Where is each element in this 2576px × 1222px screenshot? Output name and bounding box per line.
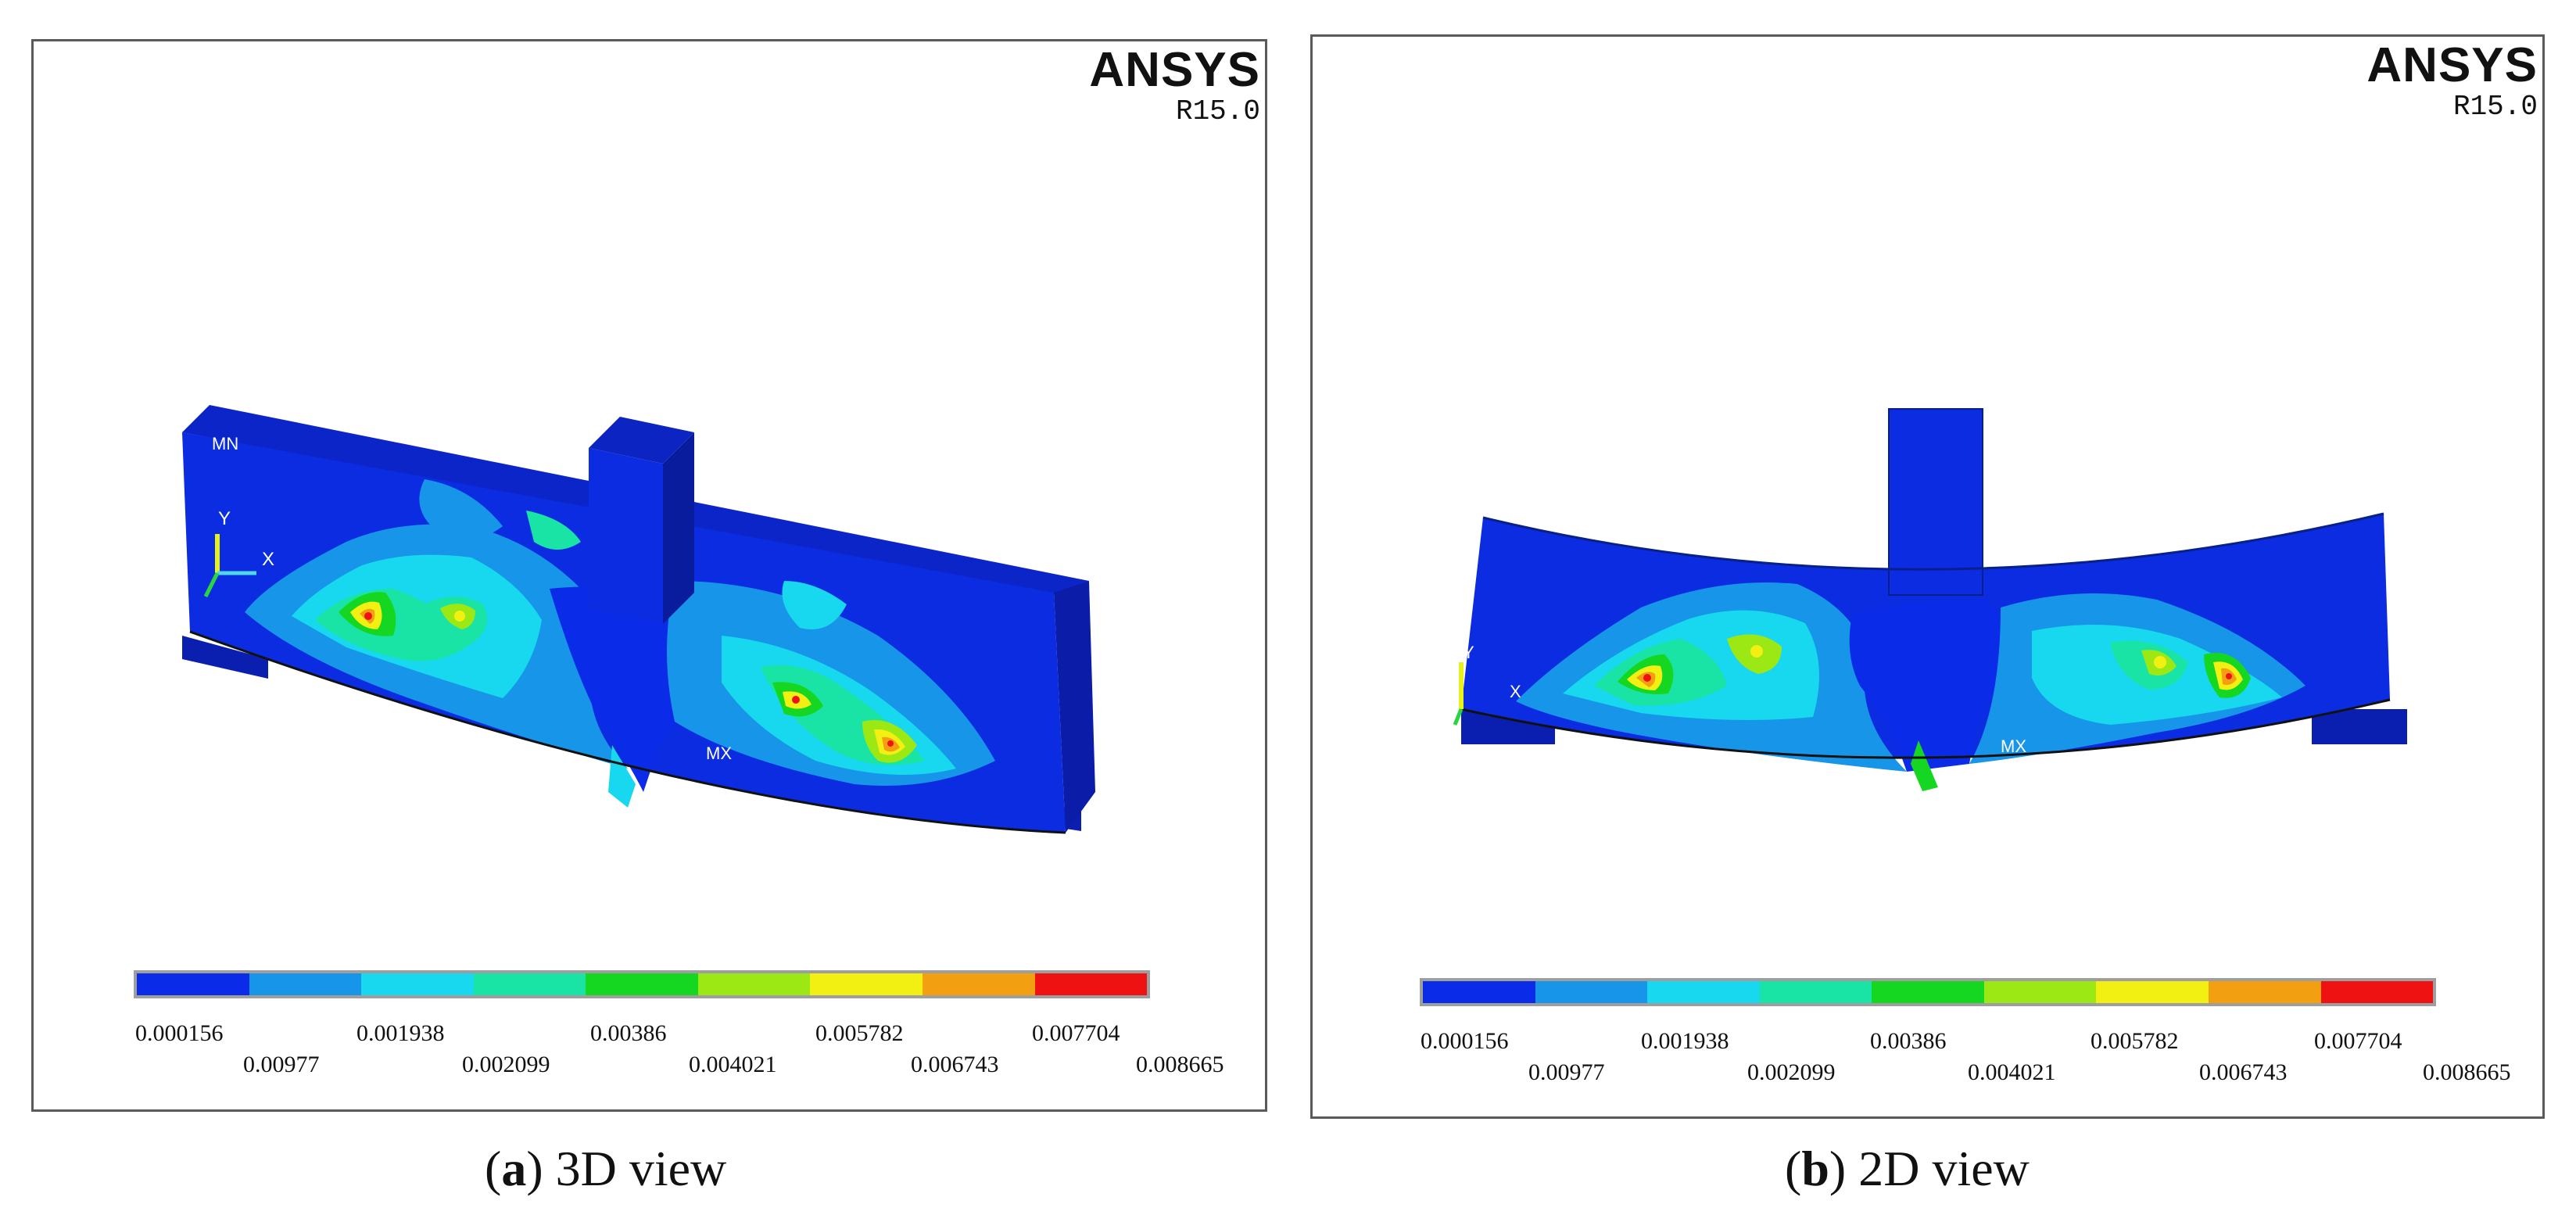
contour-band <box>782 581 847 629</box>
caption-letter: a <box>501 1141 527 1196</box>
brand-name: ANSYS <box>2366 38 2538 92</box>
caption-text: 3D view <box>555 1141 727 1196</box>
legend-label: 0.008665 <box>1136 1052 1224 1077</box>
legend-label: 0.007704 <box>2314 1028 2402 1054</box>
panel-2d-view: ANSYS R15.0 <box>1310 34 2545 1119</box>
beam-bottom-edge <box>189 630 1066 834</box>
brand-version: R15.0 <box>1175 95 1260 127</box>
triad-y-label: Y <box>218 508 231 529</box>
legend-swatch <box>2096 981 2209 1003</box>
contour-peak <box>2226 673 2232 679</box>
legend-label: 0.006743 <box>911 1052 999 1077</box>
ansys-logo: ANSYS R15.0 <box>1089 46 1260 126</box>
legend-label: 0.002099 <box>1747 1059 1836 1085</box>
load-block-front <box>589 448 663 624</box>
caption-b: (b) 2D view <box>1785 1141 2030 1196</box>
legend-label: 0.006743 <box>2199 1059 2288 1085</box>
ansys-logo: ANSYS R15.0 <box>2366 41 2538 121</box>
right-support <box>2312 709 2407 744</box>
beam-end-face <box>1054 581 1095 833</box>
contour-legend-bar <box>134 970 1150 998</box>
legend-label: 0.007704 <box>1032 1020 1120 1046</box>
triad-y-label: Y <box>1463 643 1474 662</box>
load-block-top <box>589 417 694 464</box>
legend-swatch <box>1647 981 1760 1003</box>
legend-swatch <box>1872 981 1984 1003</box>
legend-label: 0.00977 <box>1528 1059 1605 1085</box>
brand-name: ANSYS <box>1089 43 1260 97</box>
legend-swatch <box>697 973 811 995</box>
legend-label: 0.000156 <box>135 1020 224 1046</box>
legend-label: 0.000156 <box>1421 1028 1509 1054</box>
load-block-side <box>663 432 694 624</box>
contour-band <box>550 586 703 792</box>
legend-swatch <box>1535 981 1648 1003</box>
legend-swatch <box>1423 981 1535 1003</box>
beam-contour-3d: Y X MN MX <box>182 405 1095 834</box>
legend-swatch <box>1983 981 2097 1003</box>
contour-band <box>526 511 581 550</box>
legend-swatch <box>810 973 923 995</box>
triad-x-label: X <box>1510 682 1521 701</box>
min-node-label: MN <box>1486 493 1513 512</box>
triad-x-label: X <box>262 549 274 570</box>
left-support <box>182 636 268 679</box>
legend-swatch <box>361 973 474 995</box>
triad-z-axis <box>1453 708 1464 726</box>
contour-band <box>1911 740 1938 791</box>
caption-text: 2D view <box>1858 1141 2030 1196</box>
legend-label: 0.004021 <box>1968 1059 2056 1085</box>
contour-peak <box>1750 645 1763 658</box>
panel-3d-view: ANSYS R15.0 <box>31 39 1267 1112</box>
legend-swatch <box>249 973 362 995</box>
legend-swatch <box>586 973 698 995</box>
legend-label: 0.005782 <box>2091 1028 2179 1054</box>
legend-swatch <box>137 973 249 995</box>
beam-top-edge <box>1482 512 2384 571</box>
max-node-label: MX <box>706 744 732 763</box>
brand-version: R15.0 <box>2452 91 2538 123</box>
triad-z-axis <box>203 572 220 598</box>
legend-label: 0.00386 <box>590 1020 667 1046</box>
contour-peak <box>454 611 465 622</box>
contour-peak <box>2154 656 2166 668</box>
legend-label: 0.004021 <box>689 1052 777 1077</box>
legend-label: 0.00977 <box>243 1052 320 1077</box>
legend-swatch <box>2208 981 2321 1003</box>
load-block <box>1888 408 1983 596</box>
legend-label: 0.002099 <box>462 1052 550 1077</box>
contour-legend-bar <box>1420 978 2436 1006</box>
contour-band <box>1849 600 2006 772</box>
legend-label: 0.001938 <box>356 1020 445 1046</box>
contour-peak <box>364 612 372 620</box>
legend-label: 0.001938 <box>1641 1028 1729 1054</box>
legend-label: 0.00386 <box>1870 1028 1947 1054</box>
beam-bottom-edge <box>1460 698 2391 759</box>
legend-label: 0.005782 <box>815 1020 904 1046</box>
max-node-label: MX <box>2001 736 2026 756</box>
min-node-label: MN <box>212 434 238 453</box>
legend-swatch <box>1759 981 1872 1003</box>
contour-peak <box>1643 674 1651 682</box>
contour-peak <box>887 740 894 747</box>
contour-band <box>608 745 636 808</box>
contour-peak <box>792 696 800 704</box>
beam-contour-2d: Y X MN MX <box>1453 408 2407 791</box>
contour-band <box>419 479 503 540</box>
legend-swatch <box>1034 973 1148 995</box>
legend-label: 0.008665 <box>2423 1059 2511 1085</box>
caption-letter: b <box>1801 1141 1829 1196</box>
legend-swatch <box>473 973 586 995</box>
caption-a: (a) 3D view <box>485 1141 727 1196</box>
legend-swatch <box>2320 981 2434 1003</box>
legend-swatch <box>922 973 1035 995</box>
